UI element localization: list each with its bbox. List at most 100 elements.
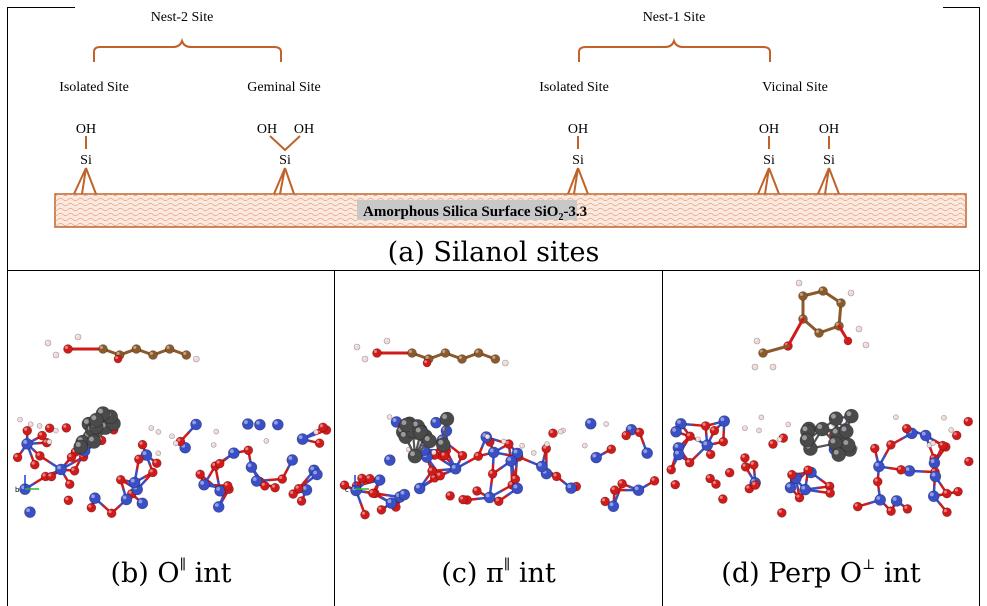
oxygen-atom	[606, 444, 617, 455]
hydrogen-atom	[500, 438, 507, 445]
axis-label: b	[15, 486, 20, 494]
carbon-atom	[473, 348, 484, 358]
hydrogen-atom	[263, 438, 270, 444]
hydrogen-atom	[776, 436, 783, 443]
oxygen-atom	[35, 451, 45, 461]
oxygen-atom	[66, 452, 77, 462]
carbon-atom	[148, 350, 158, 360]
oxygen-atom	[365, 473, 375, 484]
hydrogen-atom	[210, 442, 217, 448]
svg-text:OH: OH	[76, 122, 96, 137]
hydrogen-atom	[544, 441, 550, 447]
silicon-atom	[55, 463, 67, 476]
silicon-atom	[272, 418, 284, 431]
caption-b: (b) O∥ int	[110, 557, 232, 589]
caption-d: (d) Perp O⊥ int	[721, 557, 921, 589]
oxygen-atom	[69, 466, 80, 476]
nest1-label: Nest-1 Site	[643, 10, 706, 25]
silicon-atom	[536, 460, 548, 473]
hydrogen-atom	[519, 442, 525, 449]
silicon-atom	[799, 483, 811, 496]
silicon-atom	[212, 501, 225, 513]
silicon-atom	[701, 439, 714, 452]
oxygen-atom	[670, 479, 681, 490]
oxygen-atom	[852, 501, 863, 512]
silicon-atom	[784, 481, 797, 494]
surface-label-bg	[357, 200, 577, 220]
oxygen-atom	[270, 482, 280, 493]
silicon-atom	[483, 491, 496, 504]
oxygen-atom	[439, 450, 450, 461]
hydrogen-atom	[753, 337, 761, 345]
oxygen-atom	[551, 471, 562, 482]
silicon-atom	[413, 482, 426, 495]
oxygen-atom	[222, 480, 233, 491]
oxygen-atom	[700, 421, 711, 431]
oxygen-atom	[427, 466, 437, 476]
silicon-atom	[929, 470, 942, 483]
panel-border	[943, 7, 980, 8]
oxygen-atom	[600, 496, 610, 507]
hydrogen-atom	[742, 425, 748, 432]
hydrogen-atom	[795, 279, 803, 287]
carbon-atom	[131, 344, 142, 354]
site-label: Isolated Site	[59, 80, 129, 95]
oxygen-atom	[115, 474, 126, 485]
oxygen-atom	[372, 348, 382, 358]
carbon-atom	[814, 328, 824, 338]
silanol-isolated: OH Si	[567, 122, 589, 195]
oxygen-atom	[277, 474, 288, 484]
oxygen-atom	[339, 480, 350, 490]
site-label: Isolated Site	[539, 80, 609, 95]
svg-text:Si: Si	[572, 153, 584, 168]
oxygen-atom	[44, 423, 55, 434]
silicon-atom	[511, 482, 524, 495]
metal-cluster-atom	[413, 425, 428, 440]
nest2-label: Nest-2 Site	[151, 10, 214, 25]
site-label: Vicinal Site	[762, 80, 828, 95]
hydrogen-atom	[148, 425, 155, 431]
oxygen-atom	[487, 469, 498, 479]
oxygen-atom	[473, 451, 484, 462]
oxygen-atom	[493, 496, 504, 507]
metal-cluster-atom	[73, 439, 88, 455]
oxygen-atom	[794, 492, 805, 503]
metal-cluster-atom	[828, 411, 844, 426]
oxygen-atom	[12, 452, 23, 463]
nest2-bracket	[93, 37, 282, 62]
oxygen-atom	[293, 483, 304, 494]
hydrogen-atom	[758, 414, 765, 421]
oxygen-atom	[718, 494, 728, 504]
silicon-atom	[919, 429, 932, 442]
oxygen-atom	[886, 506, 896, 516]
oxygen-atom	[649, 476, 660, 486]
silicon-atom	[607, 500, 620, 513]
oxygen-atom	[705, 473, 715, 484]
oxygen-atom	[964, 456, 974, 467]
oxygen-atom	[942, 507, 952, 517]
silicon-atom	[511, 447, 524, 460]
metal-cluster-atom	[844, 408, 859, 424]
silicon-atom	[286, 454, 299, 466]
silicon-atom	[874, 494, 886, 506]
oxygen-atom	[548, 428, 558, 439]
oxygen-atom	[953, 486, 963, 497]
silicon-atom	[673, 448, 685, 461]
oxygen-atom	[776, 508, 787, 518]
oxygen-atom	[134, 454, 144, 465]
silicon-atom	[565, 482, 577, 494]
silicon-atom	[873, 460, 885, 473]
oxygen-atom	[63, 344, 73, 354]
metal-cluster-atom	[399, 417, 414, 433]
hydrogen-atom	[52, 351, 60, 359]
oxygen-atom	[896, 464, 906, 475]
oxygen-atom	[360, 509, 370, 520]
silanol-vicinal: OH Si	[817, 122, 840, 195]
metal-cluster-atom	[839, 424, 854, 439]
panel-o-parallel: b (b) O∥ int	[7, 271, 335, 606]
hydrogen-atom	[74, 333, 82, 341]
hydrogen-atom	[155, 450, 162, 457]
hydrogen-atom	[751, 363, 759, 371]
adsorption-structure-c: c	[339, 337, 660, 520]
silicon-atom	[928, 457, 941, 469]
